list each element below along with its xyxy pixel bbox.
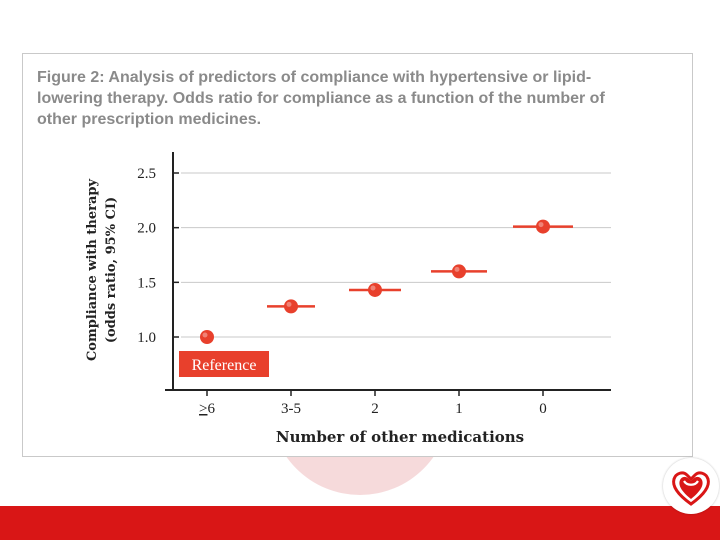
reference-box bbox=[177, 349, 271, 379]
data-point bbox=[200, 330, 214, 344]
y-tick-label: 2.0 bbox=[137, 221, 156, 237]
x-tick-label: 0 bbox=[539, 401, 547, 417]
confidence-intervals bbox=[267, 225, 573, 308]
y-tick-label: 1.5 bbox=[137, 275, 156, 291]
y-tick-label: 1.0 bbox=[137, 330, 156, 346]
reference-label: Reference bbox=[192, 357, 257, 374]
data-point bbox=[536, 219, 550, 234]
chart: 1.0 1.5 2.0 2.5 >6 3-5 2 1 0 Reference Complian… bbox=[85, 152, 611, 446]
x-axis-label: Number of other medications bbox=[276, 428, 524, 446]
x-tick-label: 2 bbox=[371, 401, 379, 417]
x-tick-label: >6 bbox=[199, 401, 215, 417]
x-tick-labels: >6 3-5 2 1 0 bbox=[199, 390, 547, 417]
y-tick-label: 2.5 bbox=[137, 166, 156, 182]
data-points bbox=[200, 219, 550, 344]
data-point bbox=[284, 299, 298, 314]
data-point-highlight bbox=[538, 222, 544, 228]
data-point bbox=[368, 282, 382, 297]
footer-bar bbox=[0, 506, 720, 540]
data-point-highlight bbox=[370, 285, 376, 291]
y-tick-labels: 1.0 1.5 2.0 2.5 bbox=[137, 166, 179, 346]
y-axis-label-line-1: Compliance with therapy bbox=[85, 179, 100, 362]
reference-annotation: Reference bbox=[177, 349, 271, 379]
heart-logo-icon bbox=[672, 471, 710, 506]
figure-caption: Figure 2: Analysis of predictors of comp… bbox=[37, 69, 605, 128]
y-axis-label-line-2: (odds ratio, 95% CI) bbox=[104, 197, 119, 343]
grid-lines bbox=[181, 172, 611, 338]
data-point-highlight bbox=[454, 266, 460, 272]
x-tick-label: 3-5 bbox=[281, 401, 301, 417]
x-tick-label: 1 bbox=[455, 401, 463, 417]
data-point-highlight bbox=[202, 332, 208, 338]
data-point bbox=[452, 264, 466, 279]
data-point-highlight bbox=[286, 301, 292, 307]
figure-panel: Figure 2: Analysis of predictors of comp… bbox=[22, 53, 693, 457]
logo-badge bbox=[663, 458, 719, 514]
